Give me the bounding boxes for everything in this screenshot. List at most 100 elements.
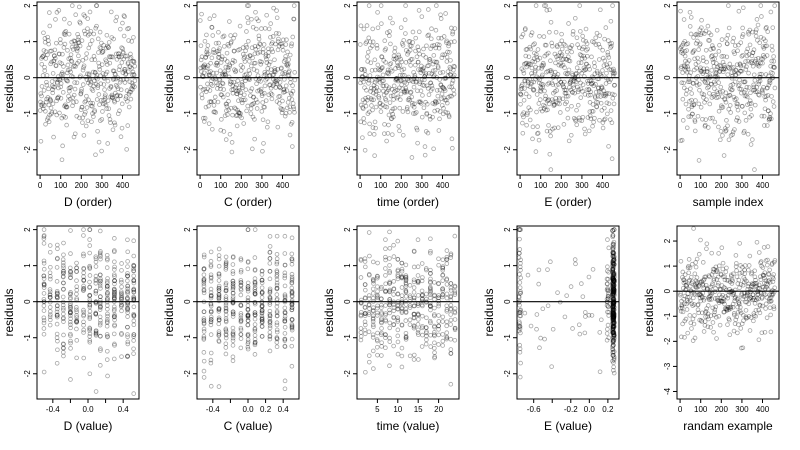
data-point [216, 51, 222, 57]
data-point [439, 55, 445, 61]
data-point [74, 326, 79, 332]
data-point [49, 48, 54, 54]
data-point [734, 104, 740, 109]
data-point [289, 301, 295, 307]
data-point [415, 301, 421, 306]
data-point [69, 59, 75, 64]
data-point [282, 310, 288, 316]
data-point [85, 118, 91, 124]
data-point [216, 333, 222, 338]
data-point [391, 315, 397, 321]
data-point [266, 26, 272, 32]
data-point [119, 302, 124, 308]
data-point [96, 50, 101, 55]
data-point [696, 292, 702, 297]
data-point [611, 285, 617, 291]
data-point [420, 93, 425, 98]
data-point [687, 99, 692, 104]
data-point [406, 78, 412, 84]
data-point [565, 115, 571, 121]
data-point [729, 87, 734, 93]
data-point [259, 291, 265, 296]
data-point [285, 63, 291, 69]
data-point [252, 289, 258, 294]
data-point [700, 116, 705, 122]
data-point [610, 278, 616, 284]
x-axis-label: D (order) [64, 195, 112, 209]
data-point [717, 69, 723, 74]
data-point [411, 277, 417, 283]
data-point [87, 75, 93, 81]
data-point [542, 53, 548, 59]
x-tick-label: 0.0 [82, 405, 94, 414]
data-point [762, 94, 768, 100]
data-point [100, 71, 106, 76]
data-point [412, 111, 418, 116]
data-point [517, 247, 523, 252]
data-point [362, 85, 367, 90]
data-point [708, 288, 713, 294]
data-point [414, 125, 419, 131]
data-point [537, 77, 542, 82]
data-point [125, 273, 130, 279]
data-point [702, 31, 707, 36]
data-point [717, 292, 722, 298]
data-point [262, 104, 267, 110]
data-point [403, 310, 409, 315]
data-point [216, 338, 222, 343]
data-point [611, 261, 617, 266]
data-point [530, 58, 536, 64]
data-point [554, 74, 560, 80]
data-point [532, 50, 537, 56]
data-point [216, 253, 222, 258]
data-point [41, 331, 47, 337]
data-point [242, 59, 248, 64]
data-point [452, 306, 458, 311]
data-point [361, 79, 366, 85]
data-point [435, 93, 441, 99]
data-point [41, 233, 47, 238]
data-point [373, 104, 379, 110]
data-point [762, 275, 767, 281]
data-point [274, 344, 280, 350]
data-point [81, 265, 87, 271]
data-point [41, 236, 47, 241]
data-point [733, 73, 738, 78]
data-point [611, 300, 616, 306]
data-point [252, 312, 258, 318]
data-point [562, 87, 568, 93]
data-point [555, 125, 561, 130]
data-point [259, 295, 265, 300]
data-point [287, 132, 293, 138]
data-point [405, 76, 410, 82]
data-point [415, 280, 421, 286]
data-point [275, 47, 281, 53]
data-point [760, 303, 765, 309]
data-point [605, 281, 610, 287]
data-point [700, 71, 706, 76]
data-point [128, 89, 133, 95]
data-point [60, 143, 65, 149]
data-point [610, 358, 615, 364]
data-point [213, 40, 219, 46]
data-point [517, 285, 523, 290]
data-point [375, 352, 380, 358]
data-point [42, 39, 48, 45]
data-point [688, 15, 694, 20]
data-point [74, 265, 79, 271]
data-point [694, 80, 700, 85]
data-point [611, 310, 616, 316]
data-point [583, 67, 588, 73]
data-point [131, 253, 137, 259]
data-point [685, 66, 691, 72]
data-point [363, 296, 368, 301]
data-point [606, 313, 611, 318]
data-point [88, 103, 94, 109]
data-point [228, 33, 233, 38]
data-point [74, 309, 79, 315]
data-point [709, 297, 714, 302]
data-point [541, 102, 546, 108]
data-point [547, 68, 553, 73]
data-point [252, 342, 258, 348]
data-point [611, 309, 616, 315]
